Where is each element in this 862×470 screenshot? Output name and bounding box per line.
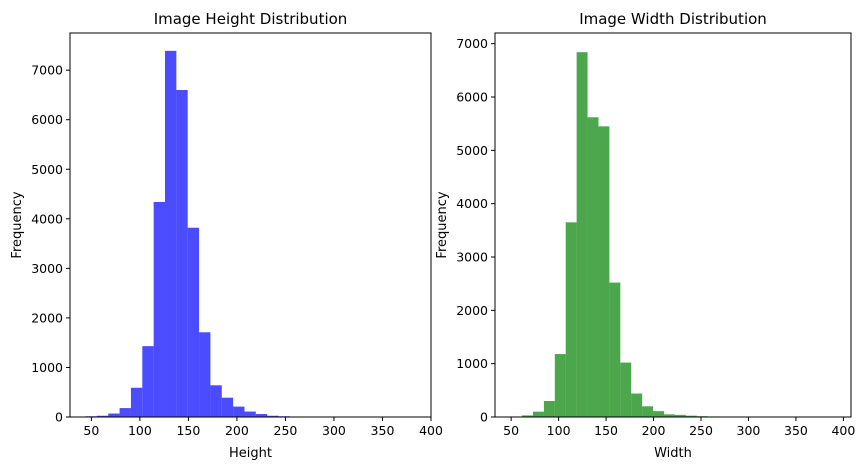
y-tick-label: 1000: [456, 356, 488, 371]
histogram-bar: [620, 362, 632, 417]
x-tick-label: 200: [642, 423, 666, 438]
histogram-bar: [119, 408, 131, 417]
x-tick-label: 300: [737, 423, 761, 438]
y-tick-label: 4000: [456, 196, 488, 211]
histogram-bar: [142, 346, 154, 417]
x-tick-label: 400: [419, 423, 443, 438]
histogram-bar: [685, 415, 697, 417]
histogram-bar: [187, 227, 200, 417]
histogram-bar: [576, 52, 588, 417]
y-tick-label: 7000: [31, 63, 63, 78]
histogram-bar: [108, 413, 120, 417]
x-tick-label: 100: [547, 423, 571, 438]
y-tick-label: 6000: [456, 90, 488, 105]
histogram-bar: [631, 393, 643, 417]
x-tick-label: 250: [274, 423, 298, 438]
y-axis-label: Frequency: [435, 191, 450, 258]
y-tick-label: 1000: [31, 360, 63, 375]
x-tick-label: 300: [322, 423, 346, 438]
x-tick-label: 350: [784, 423, 808, 438]
histogram-bar: [609, 282, 621, 417]
y-tick-label: 4000: [31, 211, 63, 226]
x-axis-label: Width: [654, 446, 692, 461]
histogram-bar: [244, 411, 256, 417]
histogram-bar: [221, 397, 234, 417]
x-tick-label: 150: [176, 423, 200, 438]
histogram-bar: [165, 50, 177, 418]
x-tick-label: 400: [831, 423, 855, 438]
histogram-bar: [554, 354, 566, 417]
y-tick-label: 2000: [456, 303, 488, 318]
x-tick-label: 350: [371, 423, 395, 438]
y-tick-label: 5000: [31, 162, 63, 177]
y-axis-label: Frequency: [10, 191, 25, 258]
histogram-bar: [598, 126, 610, 417]
histogram-bar: [199, 332, 211, 417]
y-tick-label: 5000: [456, 143, 488, 158]
histogram-bar: [663, 414, 675, 417]
histogram-bar: [153, 201, 165, 417]
y-tick-label: 0: [55, 410, 63, 425]
histogram-bar: [130, 387, 143, 417]
y-tick-label: 3000: [31, 261, 63, 276]
histogram-bar: [267, 415, 279, 417]
y-tick-label: 7000: [456, 36, 488, 51]
x-tick-label: 250: [689, 423, 713, 438]
x-axis-label: Height: [229, 446, 272, 461]
histogram-bar: [587, 117, 599, 418]
y-tick-label: 6000: [31, 112, 63, 127]
x-tick-label: 100: [128, 423, 152, 438]
width-histogram: 50 100 150 200 250 300 350 40001000200030004000…: [435, 10, 855, 461]
axes-frame: [494, 32, 852, 418]
x-tick-label: 200: [225, 423, 249, 438]
histogram-bar: [255, 414, 268, 417]
x-tick-label: 50: [503, 423, 519, 438]
histogram-bar: [565, 222, 577, 417]
histogram-bar: [642, 406, 654, 417]
histogram-bar: [543, 401, 555, 417]
height-histogram: 50 100 150 200 250 300 350 40001000200030004000…: [10, 10, 443, 461]
histogram-bar: [210, 385, 222, 417]
histogram-bar: [176, 89, 188, 417]
y-tick-label: 3000: [456, 250, 488, 265]
chart-title: Image Width Distribution: [579, 10, 767, 28]
histogram-bar: [532, 411, 544, 417]
y-tick-label: 2000: [31, 310, 63, 325]
x-tick-label: 150: [594, 423, 618, 438]
x-tick-label: 50: [83, 423, 99, 438]
histogram-bar: [674, 414, 686, 417]
histogram-bar: [233, 406, 245, 417]
histogram-bar: [522, 415, 533, 417]
y-tick-label: 0: [480, 410, 488, 425]
histogram-bar: [653, 411, 664, 417]
axes-frame: [69, 32, 432, 418]
histogram-bar: [96, 415, 109, 417]
chart-title: Image Height Distribution: [154, 10, 348, 28]
